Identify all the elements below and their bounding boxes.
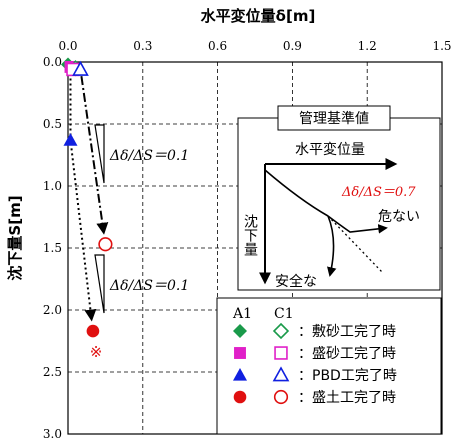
data-point-c1-circle (98, 237, 113, 252)
legend-label: ：敷砂工完了時 (298, 324, 396, 340)
legend-marker-filled-diamond (233, 324, 247, 338)
x-tick-label: 0.9 (283, 39, 302, 53)
slope-label-c1: Δδ/ΔS＝0.1 (109, 148, 189, 164)
x-tick-label: 1.2 (358, 39, 377, 53)
inset-safe-label: 安全な (275, 273, 317, 290)
x-tick-labels: 0.0 0.3 0.6 0.9 1.2 1.5 (58, 39, 451, 53)
inset-title: 管理基準値 (299, 110, 369, 127)
legend-marker-open-circle (273, 389, 289, 405)
inset-ratio-label: Δδ/ΔS＝0.7 (341, 185, 416, 200)
y-axis-title: 沈下量S[m] (6, 195, 24, 280)
series-line-a1 (67, 63, 97, 322)
legend-marker-open-triangle (272, 366, 290, 382)
y-tick-label: 1.5 (43, 241, 62, 255)
legend-marker-open-square (274, 346, 288, 360)
slope-label-a1: Δδ/ΔS＝0.1 (109, 278, 189, 294)
x-tick-label: 0.6 (208, 39, 227, 53)
data-point-c1-triangle (72, 60, 89, 76)
criterion-inset: 管理基準値 水平変位量 沈下量 Δδ/ΔS＝0.7 危ない 安全な (237, 105, 441, 291)
legend-label: ：盛土工完了時 (298, 390, 396, 406)
x-tick-label: 0.0 (58, 39, 77, 53)
legend-marker-filled-circle (233, 390, 247, 404)
data-point-a1-triangle (63, 133, 78, 146)
x-tick-label: 0.3 (133, 39, 152, 53)
x-tick-label: 1.5 (432, 39, 451, 53)
note-mark: ※ (90, 343, 103, 361)
slope-wedge-a1 (94, 254, 105, 314)
legend-label: ：盛砂工完了時 (298, 346, 396, 362)
y-tick-label: 0.5 (43, 117, 62, 131)
slope-wedge-c1 (94, 124, 105, 184)
y-tick-label: 2.0 (43, 303, 62, 317)
y-tick-label: 2.5 (43, 365, 62, 379)
legend-marker-open-diamond (272, 322, 290, 340)
inset-x-label: 水平変位量 (295, 141, 365, 158)
inset-y-label: 沈下量 (242, 214, 258, 256)
legend: A1 C1 ：敷砂工完了時 ：盛砂工完了時 ：PBD工完了時 ：盛土工完了時 (216, 297, 442, 435)
y-tick-labels: 0.0 0.5 1.0 1.5 2.0 2.5 3.0 (43, 55, 62, 441)
data-point-a1-circle (86, 324, 100, 338)
legend-header-a1: A1 (232, 306, 252, 322)
y-tick-label: 1.0 (43, 179, 62, 193)
legend-marker-filled-square (234, 347, 246, 359)
y-tick-label: 3.0 (43, 427, 62, 441)
legend-label: ：PBD工完了時 (298, 368, 397, 384)
data-markers (61, 57, 113, 338)
legend-header-c1: C1 (274, 306, 294, 322)
x-axis-title: 水平変位量δ[m] (201, 7, 316, 25)
y-tick-label: 0.0 (43, 55, 62, 69)
legend-marker-filled-triangle (233, 368, 247, 381)
inset-danger-label: 危ない (378, 209, 420, 225)
